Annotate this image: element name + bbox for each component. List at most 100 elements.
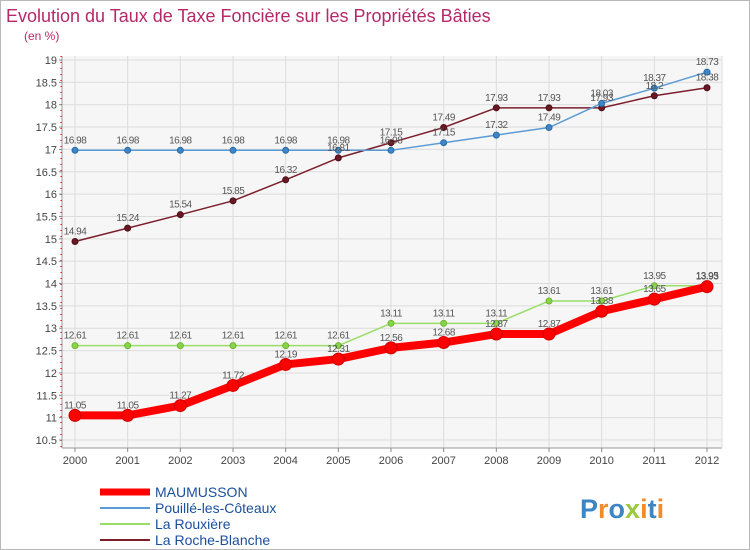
y-tick-label: 14 [45,279,57,291]
x-tick-label: 2002 [168,455,192,467]
x-tick-label: 2007 [431,455,455,467]
data-point-maumusson [437,336,451,350]
x-tick-label: 2003 [221,455,245,467]
data-label-pouille: 18.37 [643,73,666,84]
legend: MAUMUSSON Pouillé-les-Côteaux La Rouxièr… [100,484,276,548]
data-point-pouille [124,146,132,154]
data-point-maumusson [121,408,135,422]
data-label-rouxiere: 13.11 [485,308,508,319]
data-point-rouxiere [650,282,658,290]
data-point-roche-blanche [229,197,237,205]
data-label-rouxiere: 13.61 [538,286,561,297]
data-point-roche-blanche [545,104,553,112]
y-tick-label: 16.5 [36,167,57,179]
data-label-roche-blanche: 18.38 [696,73,719,84]
y-tick-label: 12 [45,368,57,380]
data-label-pouille: 17.15 [432,128,455,139]
data-point-pouille [492,131,500,139]
data-label-roche-blanche: 14.94 [64,227,87,238]
data-point-maumusson [226,378,240,392]
y-tick-label: 10.5 [36,435,57,447]
y-tick-label: 17 [45,144,57,156]
data-label-maumusson: 13.65 [643,284,666,295]
y-tick-label: 11.5 [36,390,57,402]
data-label-maumusson: 11.05 [64,400,87,411]
data-point-roche-blanche [334,154,342,162]
data-label-rouxiere: 13.11 [380,308,403,319]
data-point-maumusson [700,280,714,294]
data-label-pouille: 17.49 [538,113,561,124]
data-label-pouille: 16.98 [64,135,87,146]
data-label-rouxiere: 12.61 [116,331,139,342]
data-point-pouille [703,68,711,76]
data-label-rouxiere: 12.61 [327,331,350,342]
data-point-rouxiere [124,342,132,350]
data-label-maumusson: 12.68 [432,328,455,339]
data-label-roche-blanche: 15.85 [222,186,245,197]
data-label-pouille: 17.32 [485,120,508,131]
data-point-rouxiere [492,319,500,327]
y-tick-label: 15.5 [36,211,57,223]
y-axis: 10.5 11 11.5 12 12.5 13 13.5 14 14.5 15 15.5 16 16.5… [36,55,62,447]
x-axis: 2000 2001 2002 2003 2004 2005 2006 2007 2008 2009… [63,448,719,467]
legend-label-maumusson: MAUMUSSON [155,484,248,500]
data-label-rouxiere: 13.61 [590,286,613,297]
data-label-roche-blanche: 17.15 [380,128,403,139]
data-point-pouille [229,146,237,154]
data-label-pouille: 16.98 [116,135,139,146]
y-tick-label: 12.5 [36,346,57,358]
y-tick-label: 18 [45,100,57,112]
data-label-maumusson: 12.31 [327,344,350,355]
data-label-pouille: 16.98 [222,135,245,146]
data-point-roche-blanche [124,224,132,232]
data-label-rouxiere: 12.61 [222,331,245,342]
data-label-roche-blanche: 17.49 [432,113,455,124]
data-point-roche-blanche [440,124,448,132]
data-labels: 16.98 16.98 16.98 16.98 16.98 16.98 16.9817.15… [64,57,720,411]
data-point-maumusson [279,357,293,371]
data-point-pouille [598,99,606,107]
data-label-pouille: 16.98 [169,135,192,146]
data-point-roche-blanche [282,176,290,184]
data-point-pouille [176,146,184,154]
data-point-roche-blanche [650,92,658,100]
data-label-maumusson: 12.56 [380,333,403,344]
data-label-rouxiere: 13.95 [643,271,666,282]
x-tick-label: 2001 [115,455,139,467]
data-label-roche-blanche: 17.93 [485,93,508,104]
data-point-pouille [71,146,79,154]
x-tick-label: 2005 [326,455,350,467]
data-label-roche-blanche: 17.93 [538,93,561,104]
data-point-maumusson [595,304,609,318]
data-point-rouxiere [282,342,290,350]
data-point-roche-blanche [703,84,711,92]
data-label-maumusson: 12.87 [485,319,508,330]
data-label-maumusson: 11.27 [169,391,192,402]
data-point-maumusson [68,408,82,422]
data-label-maumusson: 12.19 [274,349,297,360]
data-point-rouxiere [71,342,79,350]
data-point-pouille [545,124,553,132]
x-tick-label: 2010 [589,455,613,467]
data-label-pouille: 18.03 [590,88,613,99]
data-label-roche-blanche: 15.54 [169,200,192,211]
y-tick-label: 13.5 [36,301,57,313]
x-tick-label: 2008 [484,455,508,467]
legend-label-rouxiere: La Rouxière [155,516,231,532]
y-tick-label: 17.5 [36,122,57,134]
data-label-maumusson: 13.93 [696,272,719,283]
legend-label-roche-blanche: La Roche-Blanche [155,532,270,548]
x-tick-label: 2009 [537,455,561,467]
data-label-maumusson: 11.05 [117,400,140,411]
data-point-maumusson [647,292,661,306]
data-point-maumusson [489,327,503,341]
data-point-pouille [650,84,658,92]
data-label-pouille: 16.98 [274,135,297,146]
series-group [68,68,714,422]
chart-subtitle: (en %) [24,29,59,43]
data-label-pouille: 16.98 [380,135,403,146]
axes [60,56,723,449]
data-point-maumusson [331,352,345,366]
x-tick-label: 2006 [379,455,403,467]
